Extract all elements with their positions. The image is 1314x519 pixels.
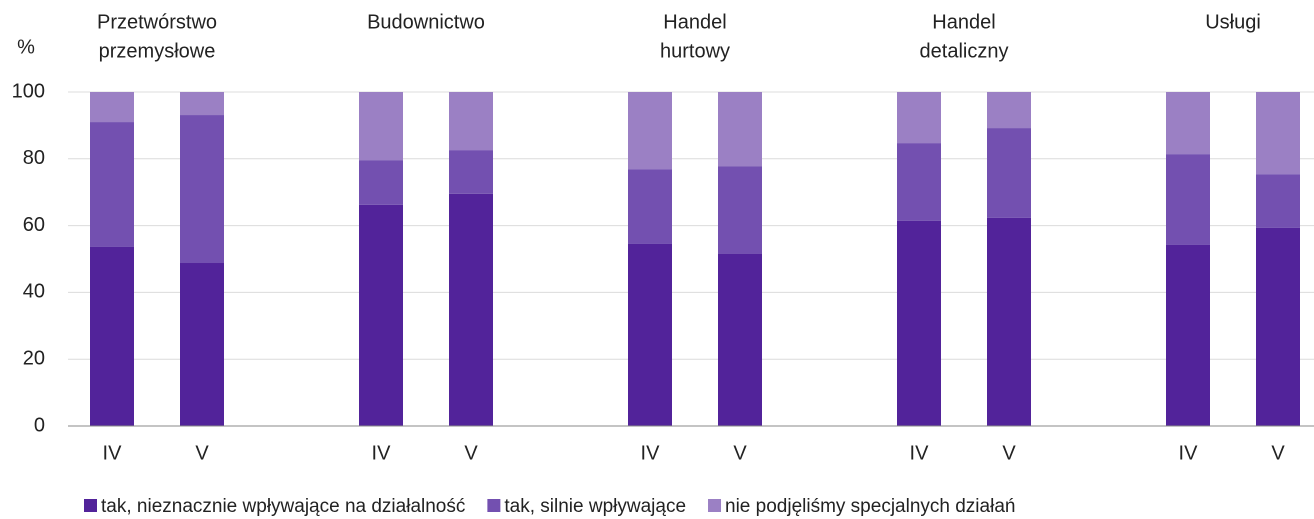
x-tick-label: IV bbox=[103, 442, 123, 464]
bar-segment bbox=[449, 150, 493, 194]
bar-segment bbox=[1256, 174, 1300, 228]
bar-segment bbox=[180, 115, 224, 264]
x-tick-label: V bbox=[1002, 442, 1016, 464]
group-label: Budownictwo bbox=[367, 11, 485, 33]
legend-label: nie podjęliśmy specjalnych działań bbox=[725, 496, 1015, 517]
bar-segment bbox=[628, 169, 672, 244]
bar-segment bbox=[90, 246, 134, 426]
bar-segment bbox=[359, 204, 403, 426]
bar-segment bbox=[718, 92, 762, 167]
bar-segment bbox=[359, 92, 403, 161]
x-tick-label: V bbox=[195, 442, 209, 464]
legend-label: tak, silnie wpływające bbox=[504, 496, 686, 517]
x-tick-label: V bbox=[1271, 442, 1285, 464]
y-tick-label: 80 bbox=[23, 147, 45, 169]
y-tick-label: 40 bbox=[23, 281, 45, 303]
bar-segment bbox=[1256, 92, 1300, 175]
group-label: przemysłowe bbox=[99, 40, 216, 62]
y-tick-label: 60 bbox=[23, 214, 45, 236]
x-tick-label: V bbox=[733, 442, 747, 464]
bar-segment bbox=[180, 263, 224, 426]
x-tick-label: IV bbox=[372, 442, 392, 464]
bar-segment bbox=[987, 92, 1031, 129]
y-tick-label: 20 bbox=[23, 347, 45, 369]
x-tick-label: IV bbox=[1179, 442, 1199, 464]
bar-segment bbox=[90, 122, 134, 247]
y-axis-label: % bbox=[17, 36, 35, 58]
bar-segment bbox=[897, 143, 941, 221]
bar-segment bbox=[718, 253, 762, 426]
legend-swatch bbox=[487, 499, 501, 512]
y-tick-label: 100 bbox=[12, 80, 45, 102]
bar-segment bbox=[1166, 92, 1210, 155]
bar-segment bbox=[718, 166, 762, 254]
bar-segment bbox=[987, 128, 1031, 218]
bar-segment bbox=[180, 92, 224, 116]
y-tick-label: 0 bbox=[34, 414, 45, 436]
bar-segment bbox=[628, 243, 672, 426]
bar-segment bbox=[1166, 244, 1210, 426]
group-label: Handel bbox=[932, 11, 995, 33]
x-tick-label: IV bbox=[641, 442, 661, 464]
x-tick-label: IV bbox=[910, 442, 930, 464]
bar-segment bbox=[1166, 154, 1210, 245]
bar-segment bbox=[359, 160, 403, 205]
bar-segment bbox=[897, 220, 941, 426]
bar-segment bbox=[449, 193, 493, 426]
group-label: Przetwórstwo bbox=[97, 11, 217, 33]
legend-swatch bbox=[708, 499, 722, 512]
group-label: Handel bbox=[663, 11, 726, 33]
legend-label: tak, nieznacznie wpływające na działalno… bbox=[101, 496, 465, 517]
bar-segment bbox=[90, 92, 134, 123]
x-tick-label: V bbox=[464, 442, 478, 464]
bar-segment bbox=[1256, 227, 1300, 426]
group-label: detaliczny bbox=[920, 40, 1009, 62]
bar-segment bbox=[628, 92, 672, 170]
bar-segment bbox=[987, 217, 1031, 426]
group-label: Usługi bbox=[1205, 11, 1261, 33]
group-label: hurtowy bbox=[660, 40, 730, 62]
legend-swatch bbox=[84, 499, 97, 512]
bar-segment bbox=[897, 92, 941, 144]
bar-segment bbox=[449, 92, 493, 151]
